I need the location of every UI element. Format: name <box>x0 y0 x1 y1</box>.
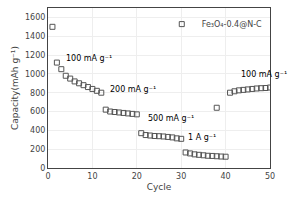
svg-text:Capacity(mAh g⁻¹): Capacity(mAh g⁻¹) <box>10 46 20 130</box>
svg-text:1 A g⁻¹: 1 A g⁻¹ <box>188 133 216 142</box>
svg-text:40: 40 <box>221 172 231 181</box>
svg-text:100 mA g⁻¹: 100 mA g⁻¹ <box>66 54 112 63</box>
svg-text:1400: 1400 <box>25 32 45 41</box>
svg-text:800: 800 <box>30 89 45 98</box>
svg-text:200 mA g⁻¹: 200 mA g⁻¹ <box>110 85 156 94</box>
svg-text:1000: 1000 <box>25 70 45 79</box>
svg-text:0: 0 <box>40 164 45 173</box>
svg-text:400: 400 <box>30 126 45 135</box>
svg-text:30: 30 <box>176 172 186 181</box>
svg-text:0: 0 <box>45 172 50 181</box>
svg-text:600: 600 <box>30 107 45 116</box>
svg-text:Fe₃O₄-0.4@N-C: Fe₃O₄-0.4@N-C <box>202 20 262 29</box>
svg-text:100 mA g⁻¹: 100 mA g⁻¹ <box>241 70 287 79</box>
svg-text:500 mA g⁻¹: 500 mA g⁻¹ <box>148 114 194 123</box>
svg-text:1200: 1200 <box>25 51 45 60</box>
svg-text:20: 20 <box>132 172 142 181</box>
svg-text:50: 50 <box>265 172 275 181</box>
svg-text:10: 10 <box>87 172 97 181</box>
svg-text:Cycle: Cycle <box>147 182 172 192</box>
svg-text:200: 200 <box>30 145 45 154</box>
svg-text:1600: 1600 <box>25 13 45 22</box>
